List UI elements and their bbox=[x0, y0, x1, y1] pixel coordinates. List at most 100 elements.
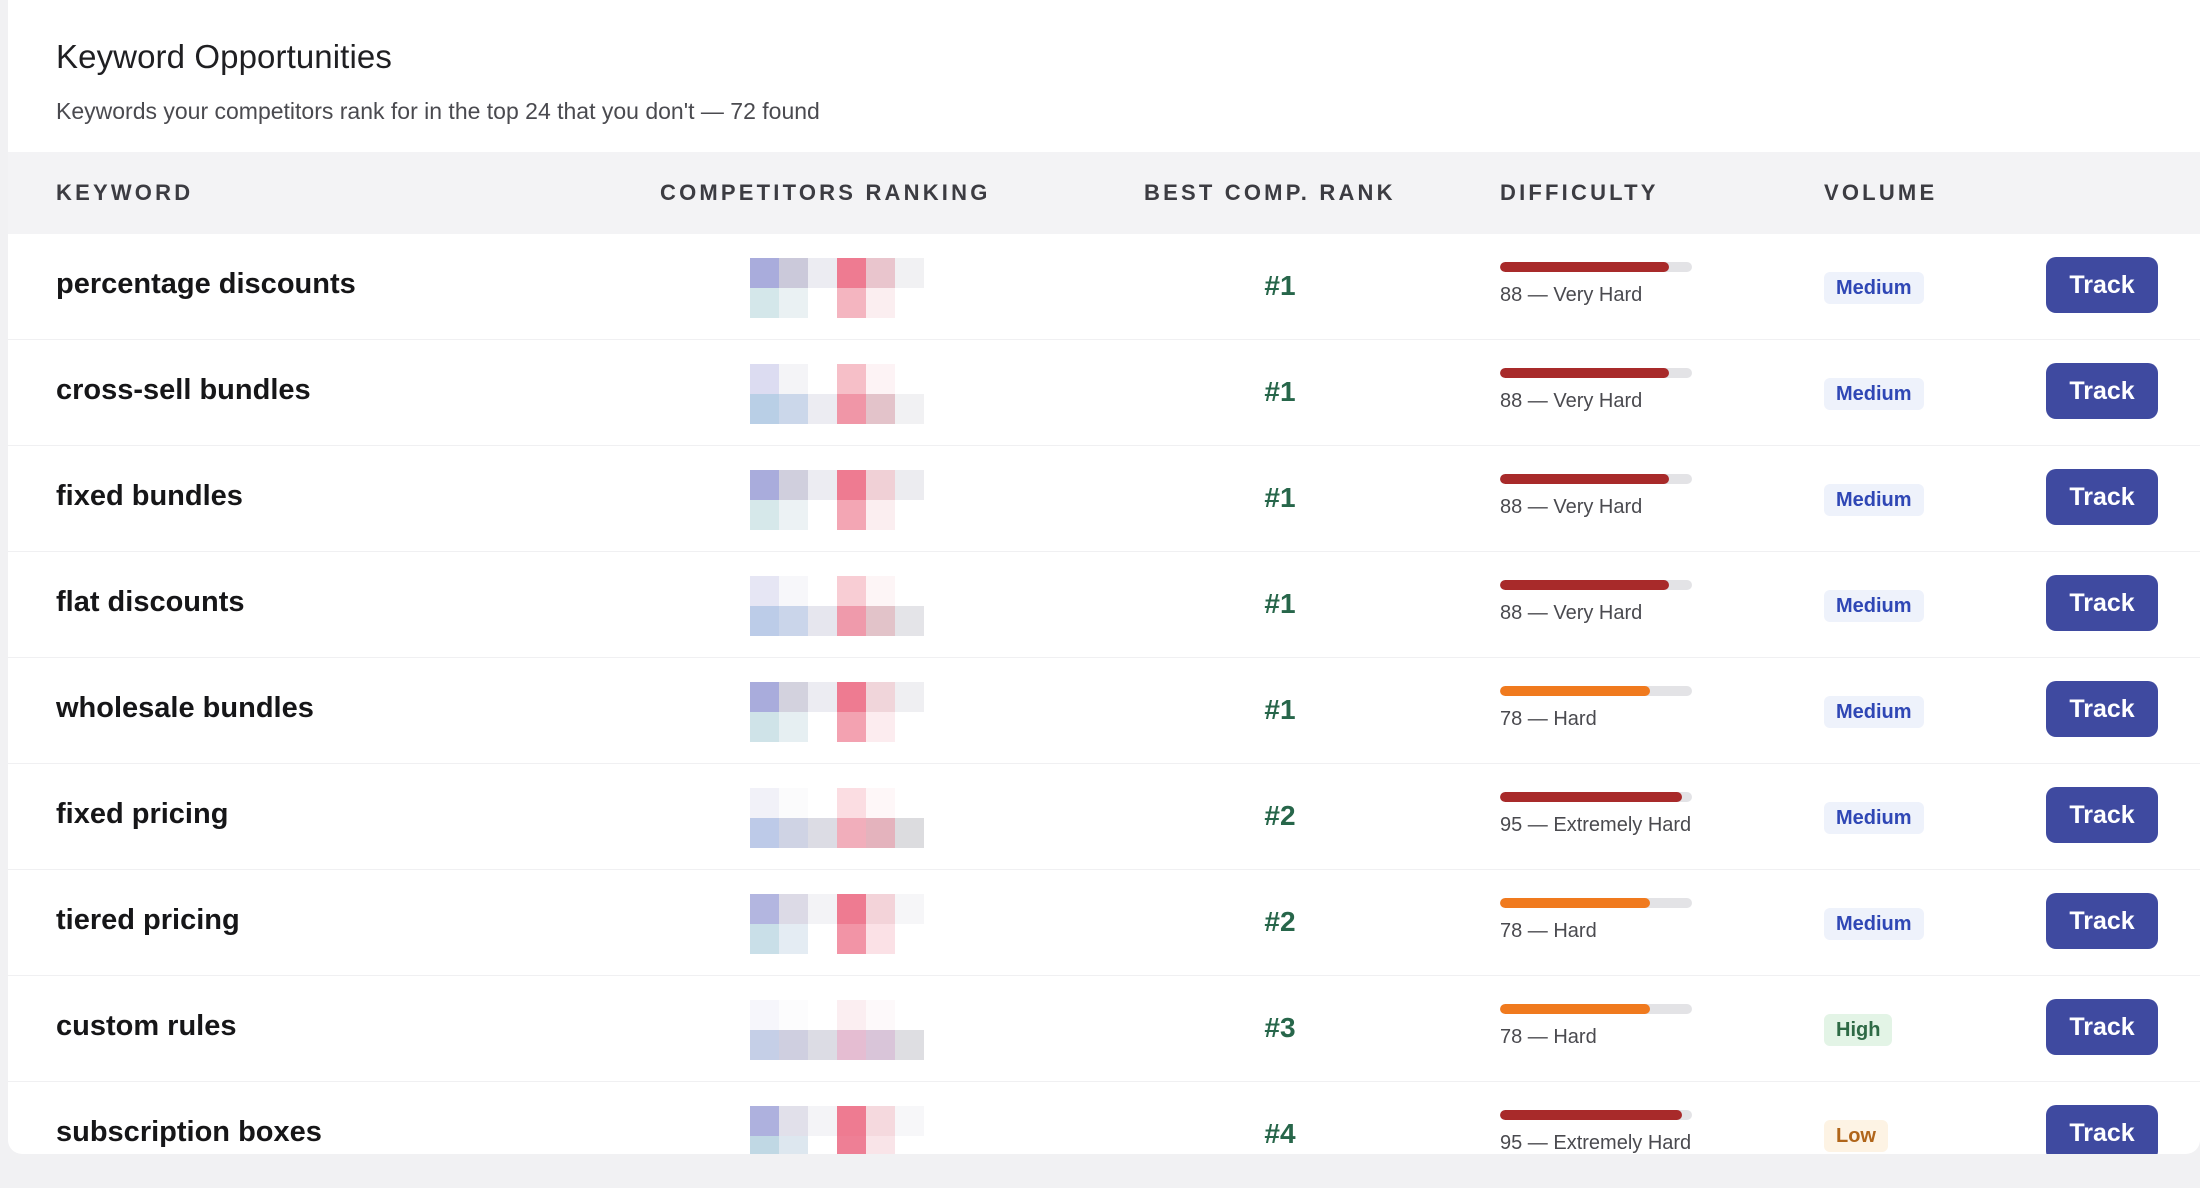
heatmap-cell bbox=[837, 394, 866, 424]
heatmap-cell bbox=[895, 394, 924, 424]
heatmap-cell bbox=[779, 470, 808, 500]
track-button[interactable]: Track bbox=[2046, 469, 2158, 525]
difficulty-label: 88 — Very Hard bbox=[1500, 390, 1643, 412]
keyword-cell: wholesale bundles bbox=[56, 692, 314, 724]
heatmap-cell bbox=[866, 1000, 895, 1030]
best-rank-value: #1 bbox=[1264, 270, 1296, 301]
competitors-heatmap bbox=[750, 682, 926, 742]
heatmap-cell bbox=[779, 1000, 808, 1030]
column-header-difficulty[interactable]: DIFFICULTY bbox=[1500, 180, 1659, 205]
heatmap-cell bbox=[750, 924, 779, 954]
best-rank-value: #1 bbox=[1264, 588, 1296, 619]
heatmap-cell bbox=[779, 500, 808, 530]
heatmap-cell bbox=[895, 606, 924, 636]
track-button[interactable]: Track bbox=[2046, 999, 2158, 1055]
heatmap-cell bbox=[837, 258, 866, 288]
heatmap-cell bbox=[837, 682, 866, 712]
table-row: fixed bundles #1 88 — Very Hard Medium Track bbox=[8, 446, 2200, 552]
heatmap-cell bbox=[779, 1136, 808, 1154]
heatmap-cell bbox=[866, 606, 895, 636]
track-button[interactable]: Track bbox=[2046, 681, 2158, 737]
heatmap-cell bbox=[895, 470, 924, 500]
difficulty-label: 78 — Hard bbox=[1500, 708, 1597, 730]
heatmap-cell bbox=[837, 712, 866, 742]
track-button[interactable]: Track bbox=[2046, 893, 2158, 949]
heatmap-cell bbox=[895, 788, 924, 818]
best-rank-value: #1 bbox=[1264, 694, 1296, 725]
heatmap-cell bbox=[895, 1136, 924, 1154]
heatmap-cell bbox=[866, 1106, 895, 1136]
track-button[interactable]: Track bbox=[2046, 787, 2158, 843]
heatmap-cell bbox=[779, 364, 808, 394]
difficulty-meter: 78 — Hard bbox=[1500, 686, 1720, 731]
heatmap-cell bbox=[866, 682, 895, 712]
difficulty-meter: 88 — Very Hard bbox=[1500, 580, 1720, 625]
heatmap-cell bbox=[750, 394, 779, 424]
heatmap-cell bbox=[837, 1030, 866, 1060]
volume-badge: High bbox=[1824, 1014, 1893, 1046]
heatmap-cell bbox=[866, 894, 895, 924]
heatmap-cell bbox=[866, 258, 895, 288]
column-header-volume[interactable]: VOLUME bbox=[1824, 180, 1938, 205]
column-header-best-comp-rank[interactable]: BEST COMP. RANK bbox=[1144, 180, 1396, 205]
difficulty-bar-track bbox=[1500, 898, 1692, 908]
heatmap-cell bbox=[750, 1030, 779, 1060]
best-rank-value: #4 bbox=[1264, 1118, 1296, 1149]
heatmap-cell bbox=[750, 288, 779, 318]
difficulty-bar-track bbox=[1500, 1110, 1692, 1120]
difficulty-label: 95 — Extremely Hard bbox=[1500, 1132, 1692, 1154]
heatmap-cell bbox=[866, 712, 895, 742]
track-button[interactable]: Track bbox=[2046, 1105, 2158, 1154]
difficulty-bar-fill bbox=[1500, 1110, 1683, 1120]
competitors-heatmap bbox=[750, 576, 926, 636]
heatmap-cell bbox=[750, 576, 779, 606]
heatmap-cell bbox=[866, 576, 895, 606]
heatmap-cell bbox=[750, 606, 779, 636]
heatmap-cell bbox=[750, 788, 779, 818]
heatmap-cell bbox=[895, 364, 924, 394]
difficulty-bar-track bbox=[1500, 1004, 1692, 1014]
column-header-competitors-ranking[interactable]: COMPETITORS RANKING bbox=[660, 180, 991, 205]
heatmap-cell bbox=[779, 1030, 808, 1060]
heatmap-cell bbox=[750, 1000, 779, 1030]
heatmap-cell bbox=[750, 470, 779, 500]
heatmap-cell bbox=[750, 258, 779, 288]
heatmap-cell bbox=[837, 470, 866, 500]
heatmap-cell bbox=[866, 288, 895, 318]
difficulty-bar-fill bbox=[1500, 686, 1650, 696]
heatmap-cell bbox=[837, 1000, 866, 1030]
heatmap-cell bbox=[895, 924, 924, 954]
track-button[interactable]: Track bbox=[2046, 575, 2158, 631]
heatmap-cell bbox=[866, 500, 895, 530]
keyword-cell: subscription boxes bbox=[56, 1116, 322, 1148]
heatmap-cell bbox=[895, 818, 924, 848]
heatmap-cell bbox=[750, 1136, 779, 1154]
heatmap-cell bbox=[837, 364, 866, 394]
table-row: custom rules #3 78 — Hard High Track bbox=[8, 976, 2200, 1082]
competitors-heatmap bbox=[750, 788, 926, 848]
difficulty-bar-track bbox=[1500, 474, 1692, 484]
heatmap-cell bbox=[895, 712, 924, 742]
difficulty-bar-track bbox=[1500, 262, 1692, 272]
heatmap-cell bbox=[866, 364, 895, 394]
heatmap-cell bbox=[808, 924, 837, 954]
difficulty-meter: 88 — Very Hard bbox=[1500, 474, 1720, 519]
track-button[interactable]: Track bbox=[2046, 363, 2158, 419]
keyword-cell: cross-sell bundles bbox=[56, 374, 311, 406]
heatmap-cell bbox=[837, 500, 866, 530]
column-header-keyword[interactable]: KEYWORD bbox=[56, 180, 194, 205]
page-title: Keyword Opportunities bbox=[56, 38, 392, 75]
heatmap-cell bbox=[779, 1106, 808, 1136]
table-row: tiered pricing #2 78 — Hard Medium Track bbox=[8, 870, 2200, 976]
heatmap-cell bbox=[808, 788, 837, 818]
heatmap-cell bbox=[837, 288, 866, 318]
track-button[interactable]: Track bbox=[2046, 257, 2158, 313]
keyword-cell: flat discounts bbox=[56, 586, 245, 618]
volume-badge: Medium bbox=[1824, 908, 1924, 940]
difficulty-label: 88 — Very Hard bbox=[1500, 602, 1643, 624]
competitors-heatmap bbox=[750, 1000, 926, 1060]
heatmap-cell bbox=[808, 1030, 837, 1060]
heatmap-cell bbox=[750, 712, 779, 742]
heatmap-cell bbox=[808, 364, 837, 394]
difficulty-meter: 95 — Extremely Hard bbox=[1500, 792, 1720, 837]
